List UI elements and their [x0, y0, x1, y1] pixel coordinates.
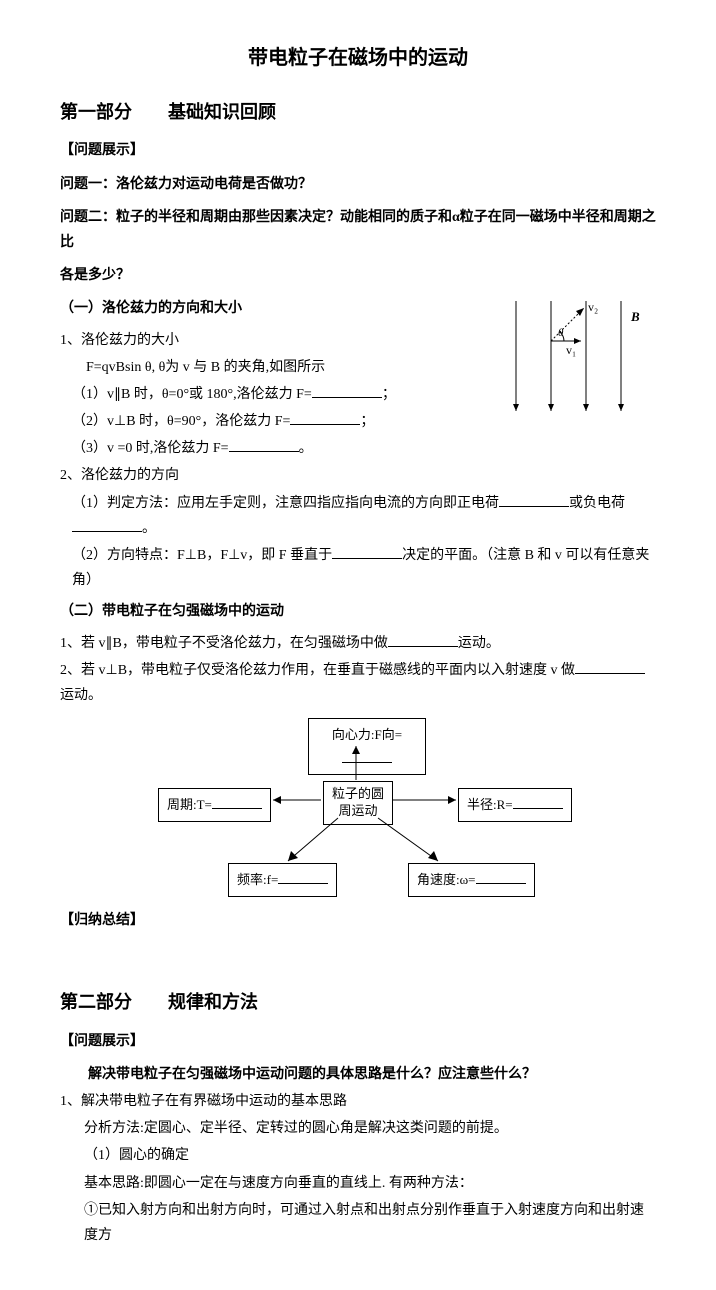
- map-label: 周期:T=: [167, 797, 212, 812]
- map-label: 向心力:F向=: [332, 727, 402, 742]
- blank-field[interactable]: [278, 869, 328, 884]
- concept-map: 向心力:F向= 周期:T= 粒子的圆 周运动 半径:R= 频率:f= 角速度:ω…: [60, 718, 656, 898]
- part2-question-label: 【问题展示】: [60, 1029, 656, 1054]
- blank-field[interactable]: [229, 437, 299, 452]
- summary-label: 【归纳总结】: [60, 908, 656, 933]
- blank-field[interactable]: [332, 544, 402, 559]
- subsection-2-header: （二）带电粒子在匀强磁场中的运动: [60, 599, 656, 624]
- map-label: 角速度:ω=: [417, 872, 476, 887]
- blank-field[interactable]: [388, 632, 458, 647]
- blank-field[interactable]: [342, 748, 392, 763]
- text-fragment: 。: [142, 521, 156, 536]
- item-1-2-b: （2）方向特点：F⊥B，F⊥v，即 F 垂直于决定的平面。（注意 B 和 v 可…: [60, 543, 656, 593]
- item-2-1: 1、若 v∥B，带电粒子不受洛伦兹力，在匀强磁场中做 运动。: [60, 631, 656, 656]
- map-label: 半径:R=: [467, 797, 513, 812]
- text-fragment: 1、若 v∥B，带电粒子不受洛伦兹力，在匀强磁场中做: [60, 636, 388, 651]
- question-2-line2: 各是多少？: [60, 263, 656, 288]
- text-fragment: 运动。: [458, 636, 500, 651]
- part2-question: 解决带电粒子在匀强磁场中运动问题的具体思路是什么？应注意些什么？: [60, 1062, 656, 1087]
- part1-header: 第一部分 基础知识回顾: [60, 96, 656, 128]
- map-left: 周期:T=: [158, 788, 271, 821]
- text-fragment: 。: [299, 441, 313, 456]
- text-fragment: 2、若 v⊥B，带电粒子仅受洛伦兹力作用，在垂直于磁感线的平面内以入射速度 v …: [60, 663, 575, 678]
- blank-field[interactable]: [312, 383, 382, 398]
- label-b: B: [630, 309, 640, 324]
- item-1-2: 2、洛伦兹力的方向: [60, 463, 656, 488]
- map-bottom-right: 角速度:ω=: [408, 863, 535, 896]
- map-bottom-left: 频率:f=: [228, 863, 337, 896]
- part2-line4: 基本思路:即圆心一定在与速度方向垂直的直线上. 有两种方法：: [60, 1171, 656, 1196]
- part1-question-label: 【问题展示】: [60, 138, 656, 163]
- part2-line2: 分析方法:定圆心、定半径、定转过的圆心角是解决这类问题的前提。: [60, 1116, 656, 1141]
- blank-field[interactable]: [499, 492, 569, 507]
- blank-field[interactable]: [476, 869, 526, 884]
- blank-field[interactable]: [212, 794, 262, 809]
- part2-line5: ①已知入射方向和出射方向时，可通过入射点和出射点分别作垂直于入射速度方向和出射速…: [60, 1198, 656, 1248]
- text-fragment: （1）v∥B 时，θ=0°或 180°,洛伦兹力 F=: [72, 387, 312, 402]
- label-v2: v₂: [588, 300, 598, 314]
- text-fragment: （1）判定方法：应用左手定则，注意四指应指向电流的方向即正电荷: [72, 496, 499, 511]
- question-2-line1: 问题二：粒子的半径和周期由那些因素决定？动能相同的质子和α粒子在同一磁场中半径和…: [60, 205, 656, 255]
- text-fragment: 运动。: [60, 688, 102, 703]
- part2-header: 第二部分 规律和方法: [60, 986, 656, 1018]
- map-label: 频率:f=: [237, 872, 278, 887]
- text-fragment: （2）方向特点：F⊥B，F⊥v，即 F 垂直于: [72, 548, 332, 563]
- question-1: 问题一：洛伦兹力对运动电荷是否做功？: [60, 172, 656, 197]
- blank-field[interactable]: [513, 794, 563, 809]
- text-fragment: 或负电荷: [569, 496, 625, 511]
- doc-title: 带电粒子在磁场中的运动: [60, 40, 656, 76]
- text-fragment: （2）v⊥B 时，θ=90°，洛伦兹力 F=: [72, 414, 290, 429]
- label-theta: θ: [558, 327, 564, 339]
- text-fragment: （3）v =0 时,洛伦兹力 F=: [72, 441, 229, 456]
- blank-field[interactable]: [290, 410, 360, 425]
- map-top: 向心力:F向=: [308, 718, 426, 775]
- item-1-2-a: （1）判定方法：应用左手定则，注意四指应指向电流的方向即正电荷 或负电荷。: [60, 491, 656, 541]
- part2-line1: 1、解决带电粒子在有界磁场中运动的基本思路: [60, 1089, 656, 1114]
- map-right: 半径:R=: [458, 788, 572, 821]
- item-2-2: 2、若 v⊥B，带电粒子仅受洛伦兹力作用，在垂直于磁感线的平面内以入射速度 v …: [60, 658, 656, 708]
- map-center: 粒子的圆 周运动: [323, 781, 393, 825]
- text-fragment: ；: [360, 414, 374, 429]
- part2-line3: （1）圆心的确定: [60, 1143, 656, 1168]
- blank-field[interactable]: [575, 659, 645, 674]
- label-v1: v₁: [566, 343, 576, 357]
- text-fragment: ；: [382, 387, 396, 402]
- blank-field[interactable]: [72, 517, 142, 532]
- item-1-1-c: （3）v =0 时,洛伦兹力 F= 。: [60, 436, 656, 461]
- figure-magnetic-field: v₂ v₁ θ B: [506, 296, 656, 416]
